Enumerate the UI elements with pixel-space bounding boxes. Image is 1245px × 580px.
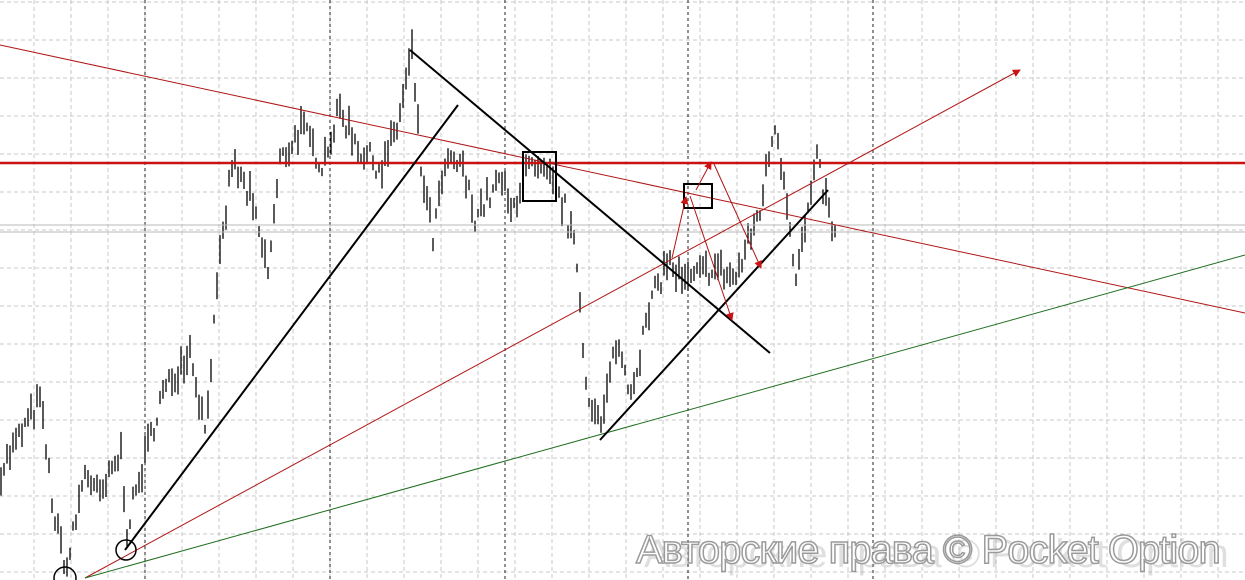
red-arrow-3[interactable] xyxy=(713,163,762,269)
green-support-trendline[interactable] xyxy=(84,254,1245,579)
highlight-box-1[interactable] xyxy=(522,151,557,202)
black-uptrend-line[interactable] xyxy=(124,104,459,551)
pivot-circle-2[interactable] xyxy=(115,539,137,561)
red-ascending-ray[interactable] xyxy=(84,69,1021,579)
black-channel-line[interactable] xyxy=(599,189,829,441)
black-downtrend-line[interactable] xyxy=(409,49,771,354)
red-arrow-1[interactable] xyxy=(671,196,689,259)
highlight-box-2[interactable] xyxy=(683,183,713,209)
red-arrow-4[interactable] xyxy=(689,195,734,321)
watermark: Авторские права © Pocket Option xyxy=(635,527,1221,573)
pivot-circle-1[interactable] xyxy=(53,566,77,580)
red-arrow-2[interactable] xyxy=(695,161,712,191)
red-descending-trendline[interactable] xyxy=(0,44,1245,314)
